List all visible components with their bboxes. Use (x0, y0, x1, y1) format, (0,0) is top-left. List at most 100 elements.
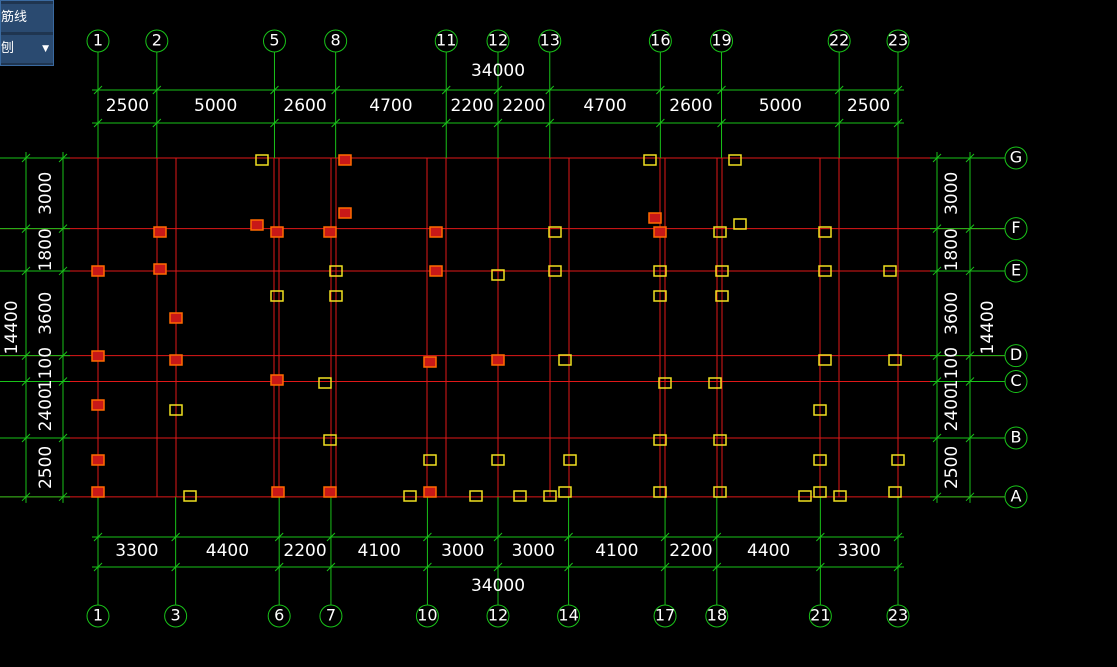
axis-label: 10 (417, 606, 437, 625)
axis-bubble (86, 29, 110, 53)
column-block (883, 265, 897, 277)
axis-bubble (557, 604, 581, 628)
axis-bubble (653, 604, 677, 628)
axis-label: 14 (558, 606, 578, 625)
axis-bubble (886, 604, 910, 628)
column-block (91, 486, 105, 498)
column-block (818, 354, 832, 366)
column-block (643, 154, 657, 166)
column-block (329, 265, 343, 277)
dimension-total: 14400 (2, 300, 22, 354)
axis-label: 11 (436, 31, 456, 50)
axis-label: 18 (707, 606, 727, 625)
toolbar-dropdown[interactable]: 刨 ▼ (1, 35, 53, 63)
column-block (813, 404, 827, 416)
column-block (429, 226, 443, 238)
column-block (491, 269, 505, 281)
dimension-total: 34000 (471, 576, 525, 596)
dimension-text: 3300 (115, 541, 158, 561)
column-block (423, 356, 437, 368)
column-block (513, 490, 527, 502)
column-block (888, 486, 902, 498)
axis-bubble (164, 604, 188, 628)
axis-bubble (710, 29, 734, 53)
axis-bubble (1004, 259, 1028, 283)
column-block (270, 226, 284, 238)
column-block (543, 490, 557, 502)
dimension-text: 1800 (942, 228, 962, 271)
column-block (323, 226, 337, 238)
axis-label: 3 (171, 606, 181, 625)
axis-bubble (705, 604, 729, 628)
axis-label: 23 (888, 31, 908, 50)
column-block (888, 354, 902, 366)
axis-bubble (486, 604, 510, 628)
dimension-text: 4700 (369, 96, 412, 116)
axis-label: 5 (269, 31, 279, 50)
column-block (715, 290, 729, 302)
column-block (255, 154, 269, 166)
button-label: 刨 (1, 41, 15, 56)
column-block (169, 404, 183, 416)
column-block (91, 454, 105, 466)
toolbar-button[interactable]: 筋线 (1, 4, 53, 32)
column-block (658, 377, 672, 389)
axis-bubble (1004, 146, 1028, 170)
column-block (548, 265, 562, 277)
column-block (891, 454, 905, 466)
axis-bubble (145, 29, 169, 53)
axis-bubble (1004, 217, 1028, 241)
axis-bubble (86, 604, 110, 628)
dimension-text: 4100 (595, 541, 638, 561)
column-block (270, 374, 284, 386)
column-block (708, 377, 722, 389)
dimension-text: 2200 (669, 541, 712, 561)
axis-bubble (267, 604, 291, 628)
column-block (169, 354, 183, 366)
column-block (271, 486, 285, 498)
axis-bubble (1004, 370, 1028, 394)
column-block (469, 490, 483, 502)
dimension-text: 4100 (358, 541, 401, 561)
column-block (715, 265, 729, 277)
axis-label: B (1011, 428, 1022, 447)
axis-bubble (538, 29, 562, 53)
column-block (818, 265, 832, 277)
column-block (733, 218, 747, 230)
dimension-text: 2200 (450, 96, 493, 116)
column-block (403, 490, 417, 502)
axis-label: 2 (152, 31, 162, 50)
column-block (270, 290, 284, 302)
column-block (563, 454, 577, 466)
axis-bubble (827, 29, 851, 53)
dimension-text: 2500 (942, 446, 962, 489)
dimension-text: 2400 (942, 388, 962, 431)
column-block (558, 486, 572, 498)
column-block (713, 434, 727, 446)
column-block (713, 486, 727, 498)
axis-label: C (1010, 371, 1021, 390)
column-block (653, 486, 667, 498)
dimension-text: 2600 (669, 96, 712, 116)
column-block (713, 226, 727, 238)
column-block (491, 454, 505, 466)
dimension-text: 1800 (36, 228, 56, 271)
column-block (653, 290, 667, 302)
axis-bubble (886, 29, 910, 53)
column-block (153, 226, 167, 238)
axis-bubble (262, 29, 286, 53)
axis-bubble (808, 604, 832, 628)
dimension-text: 1100 (942, 347, 962, 390)
dimension-text: 4400 (747, 541, 790, 561)
column-block (169, 312, 183, 324)
dimension-text: 3000 (441, 541, 484, 561)
column-block (423, 486, 437, 498)
axis-label: 13 (540, 31, 560, 50)
column-block (329, 290, 343, 302)
axis-bubble (324, 29, 348, 53)
dimension-text: 3600 (36, 292, 56, 335)
axis-label: 16 (650, 31, 670, 50)
axis-label: 21 (810, 606, 830, 625)
